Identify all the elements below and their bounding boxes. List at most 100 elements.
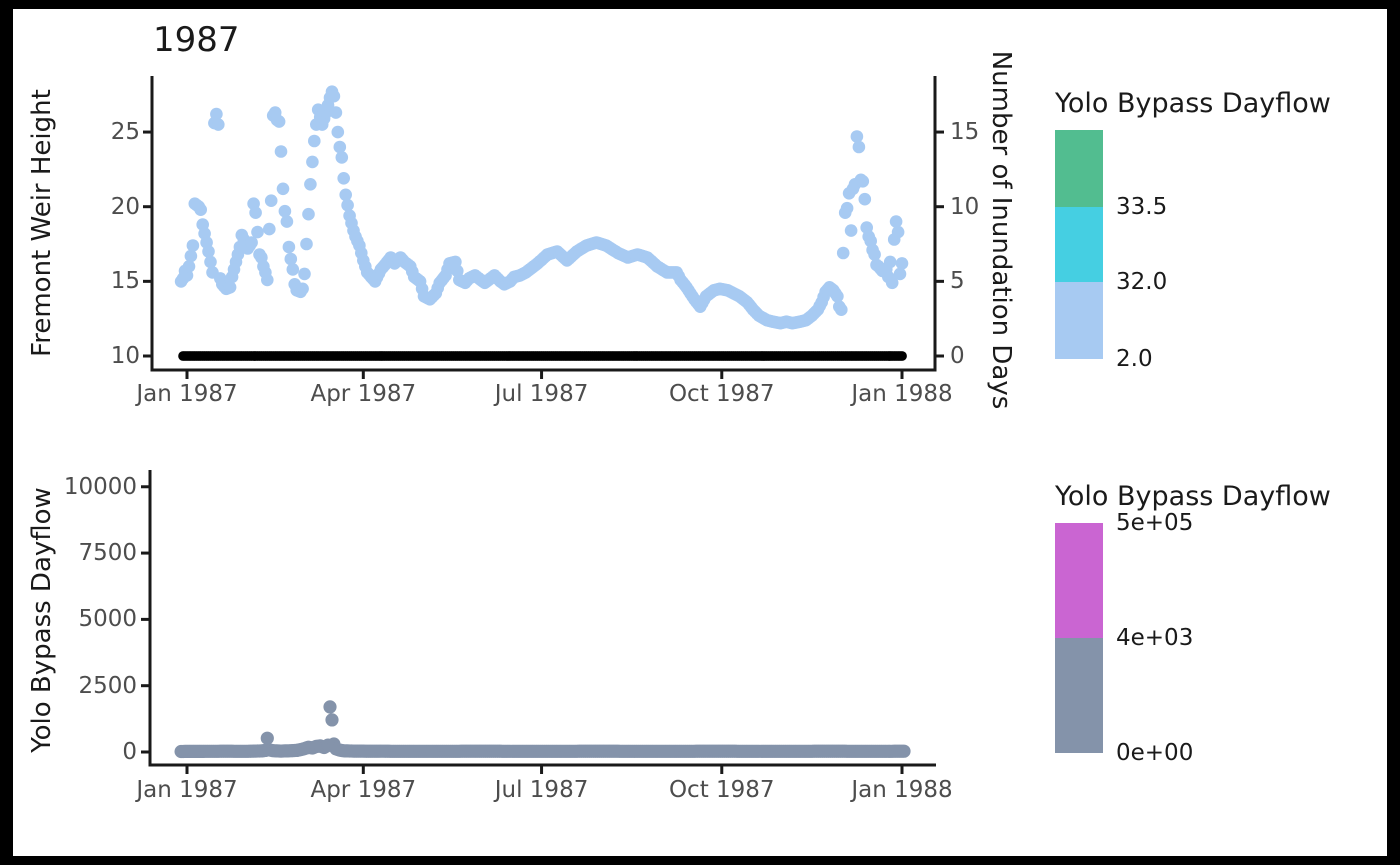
data-point [323, 700, 337, 714]
data-point [325, 713, 339, 727]
chart2-y-left-tick-label: 0 [122, 739, 137, 765]
inundation-days-series [178, 351, 907, 361]
data-point [280, 215, 294, 228]
data-point [263, 222, 276, 236]
chart2-x-tick-label: Jul 1987 [494, 777, 589, 803]
chart2-x-tick-label: Jan 1987 [136, 777, 238, 803]
chart2-y-left-tick-label: 5000 [78, 606, 137, 633]
data-point [286, 263, 300, 276]
data-point [212, 118, 225, 131]
data-point [868, 248, 881, 261]
data-point [184, 249, 198, 263]
legend-colorbar-segment [1055, 282, 1103, 359]
legend-colorbar-segment [1055, 130, 1103, 207]
chart1-y-left-tick-label: 20 [110, 193, 140, 220]
legend-break-label: 4e+03 [1116, 625, 1194, 651]
legend-colorbar-segment [1055, 638, 1103, 753]
chart1-y-left-axis-title: Fremont Weir Height [27, 89, 57, 357]
chart1-y-left-tick-label: 10 [110, 343, 140, 369]
data-point [850, 130, 864, 143]
data-point [844, 224, 858, 237]
data-point [210, 107, 223, 121]
chart1-y-left-tick-label: 15 [110, 268, 140, 295]
data-point [885, 276, 899, 290]
data-point [278, 204, 292, 218]
data-point [333, 140, 347, 154]
legend-break-label: 5e+05 [1116, 510, 1194, 536]
data-point [274, 145, 288, 158]
data-point [194, 203, 207, 216]
chart1-plot-area [143, 76, 944, 379]
data-point [182, 260, 196, 273]
chart1-y-right-tick-label: 10 [950, 193, 980, 220]
data-point [272, 115, 286, 128]
data-point [335, 151, 349, 164]
data-point [329, 106, 343, 119]
legend-break-label: 32.0 [1116, 269, 1168, 296]
data-point [276, 182, 290, 196]
data-point [298, 267, 311, 281]
legend-break-label: 2.0 [1116, 346, 1153, 372]
data-point [202, 245, 215, 258]
data-point [251, 225, 264, 239]
legend-colorbar-segment [1055, 206, 1103, 282]
data-point [895, 257, 909, 270]
data-point [260, 731, 274, 745]
data-point [331, 125, 345, 139]
chart2-x-tick-label: Apr 1987 [310, 777, 417, 803]
data-point [204, 255, 217, 269]
chart2-x-tick-label: Jan 1988 [851, 777, 953, 803]
chart2-x-tick-label: Oct 1987 [668, 777, 775, 803]
data-point [261, 273, 274, 287]
data-point [308, 134, 321, 148]
figure-panel [13, 9, 1387, 856]
data-point [897, 744, 911, 758]
data-point [245, 236, 258, 249]
chart1-y-right-tick-label: 5 [950, 268, 965, 295]
data-point [897, 351, 907, 361]
data-point [304, 178, 317, 191]
data-point [858, 192, 872, 206]
data-point [836, 246, 850, 260]
chart1-y-right-tick-label: 15 [950, 119, 980, 146]
legend-colorbar-segment [1055, 523, 1103, 638]
data-point [341, 198, 354, 212]
data-point [891, 225, 905, 239]
chart1-y-right-axis-title: Number of Inundation Days [986, 50, 1016, 410]
data-point [186, 239, 200, 252]
data-point [302, 207, 315, 221]
data-point [856, 175, 870, 188]
legend-break-label: 33.5 [1116, 193, 1168, 220]
data-point [296, 282, 309, 296]
data-point [883, 255, 897, 269]
legend1-title: Yolo Bypass Dayflow [1055, 88, 1331, 119]
chart2-y-left-tick-label: 2500 [78, 672, 137, 699]
data-point [339, 188, 353, 202]
fremont-weir-height-series [174, 85, 909, 330]
data-point [327, 89, 341, 103]
data-point [300, 237, 313, 251]
data-point [840, 201, 854, 215]
chart2-y-left-tick-label: 10000 [63, 473, 137, 500]
chart1-y-left-tick-label: 25 [110, 119, 140, 146]
data-point [282, 240, 296, 254]
chart1-y-right-tick-label: 0 [950, 343, 965, 369]
chart1-x-tick-label: Jan 1988 [851, 381, 953, 407]
legend2-title: Yolo Bypass Dayflow [1055, 481, 1331, 512]
data-point [852, 140, 866, 154]
data-point [264, 194, 278, 207]
data-point [306, 155, 319, 169]
chart1-x-tick-label: Oct 1987 [668, 381, 775, 407]
data-point [337, 172, 351, 185]
chart1-x-tick-label: Jul 1987 [494, 381, 589, 407]
data-point [889, 215, 903, 228]
data-point [284, 252, 298, 266]
data-point [831, 290, 844, 303]
chart1-title: 1987 [153, 20, 240, 60]
data-point [893, 267, 907, 281]
chart1-x-tick-label: Apr 1987 [310, 381, 417, 407]
data-point [835, 303, 848, 317]
chart2-y-left-tick-label: 7500 [78, 540, 137, 567]
chart2-plot-area [141, 470, 936, 774]
